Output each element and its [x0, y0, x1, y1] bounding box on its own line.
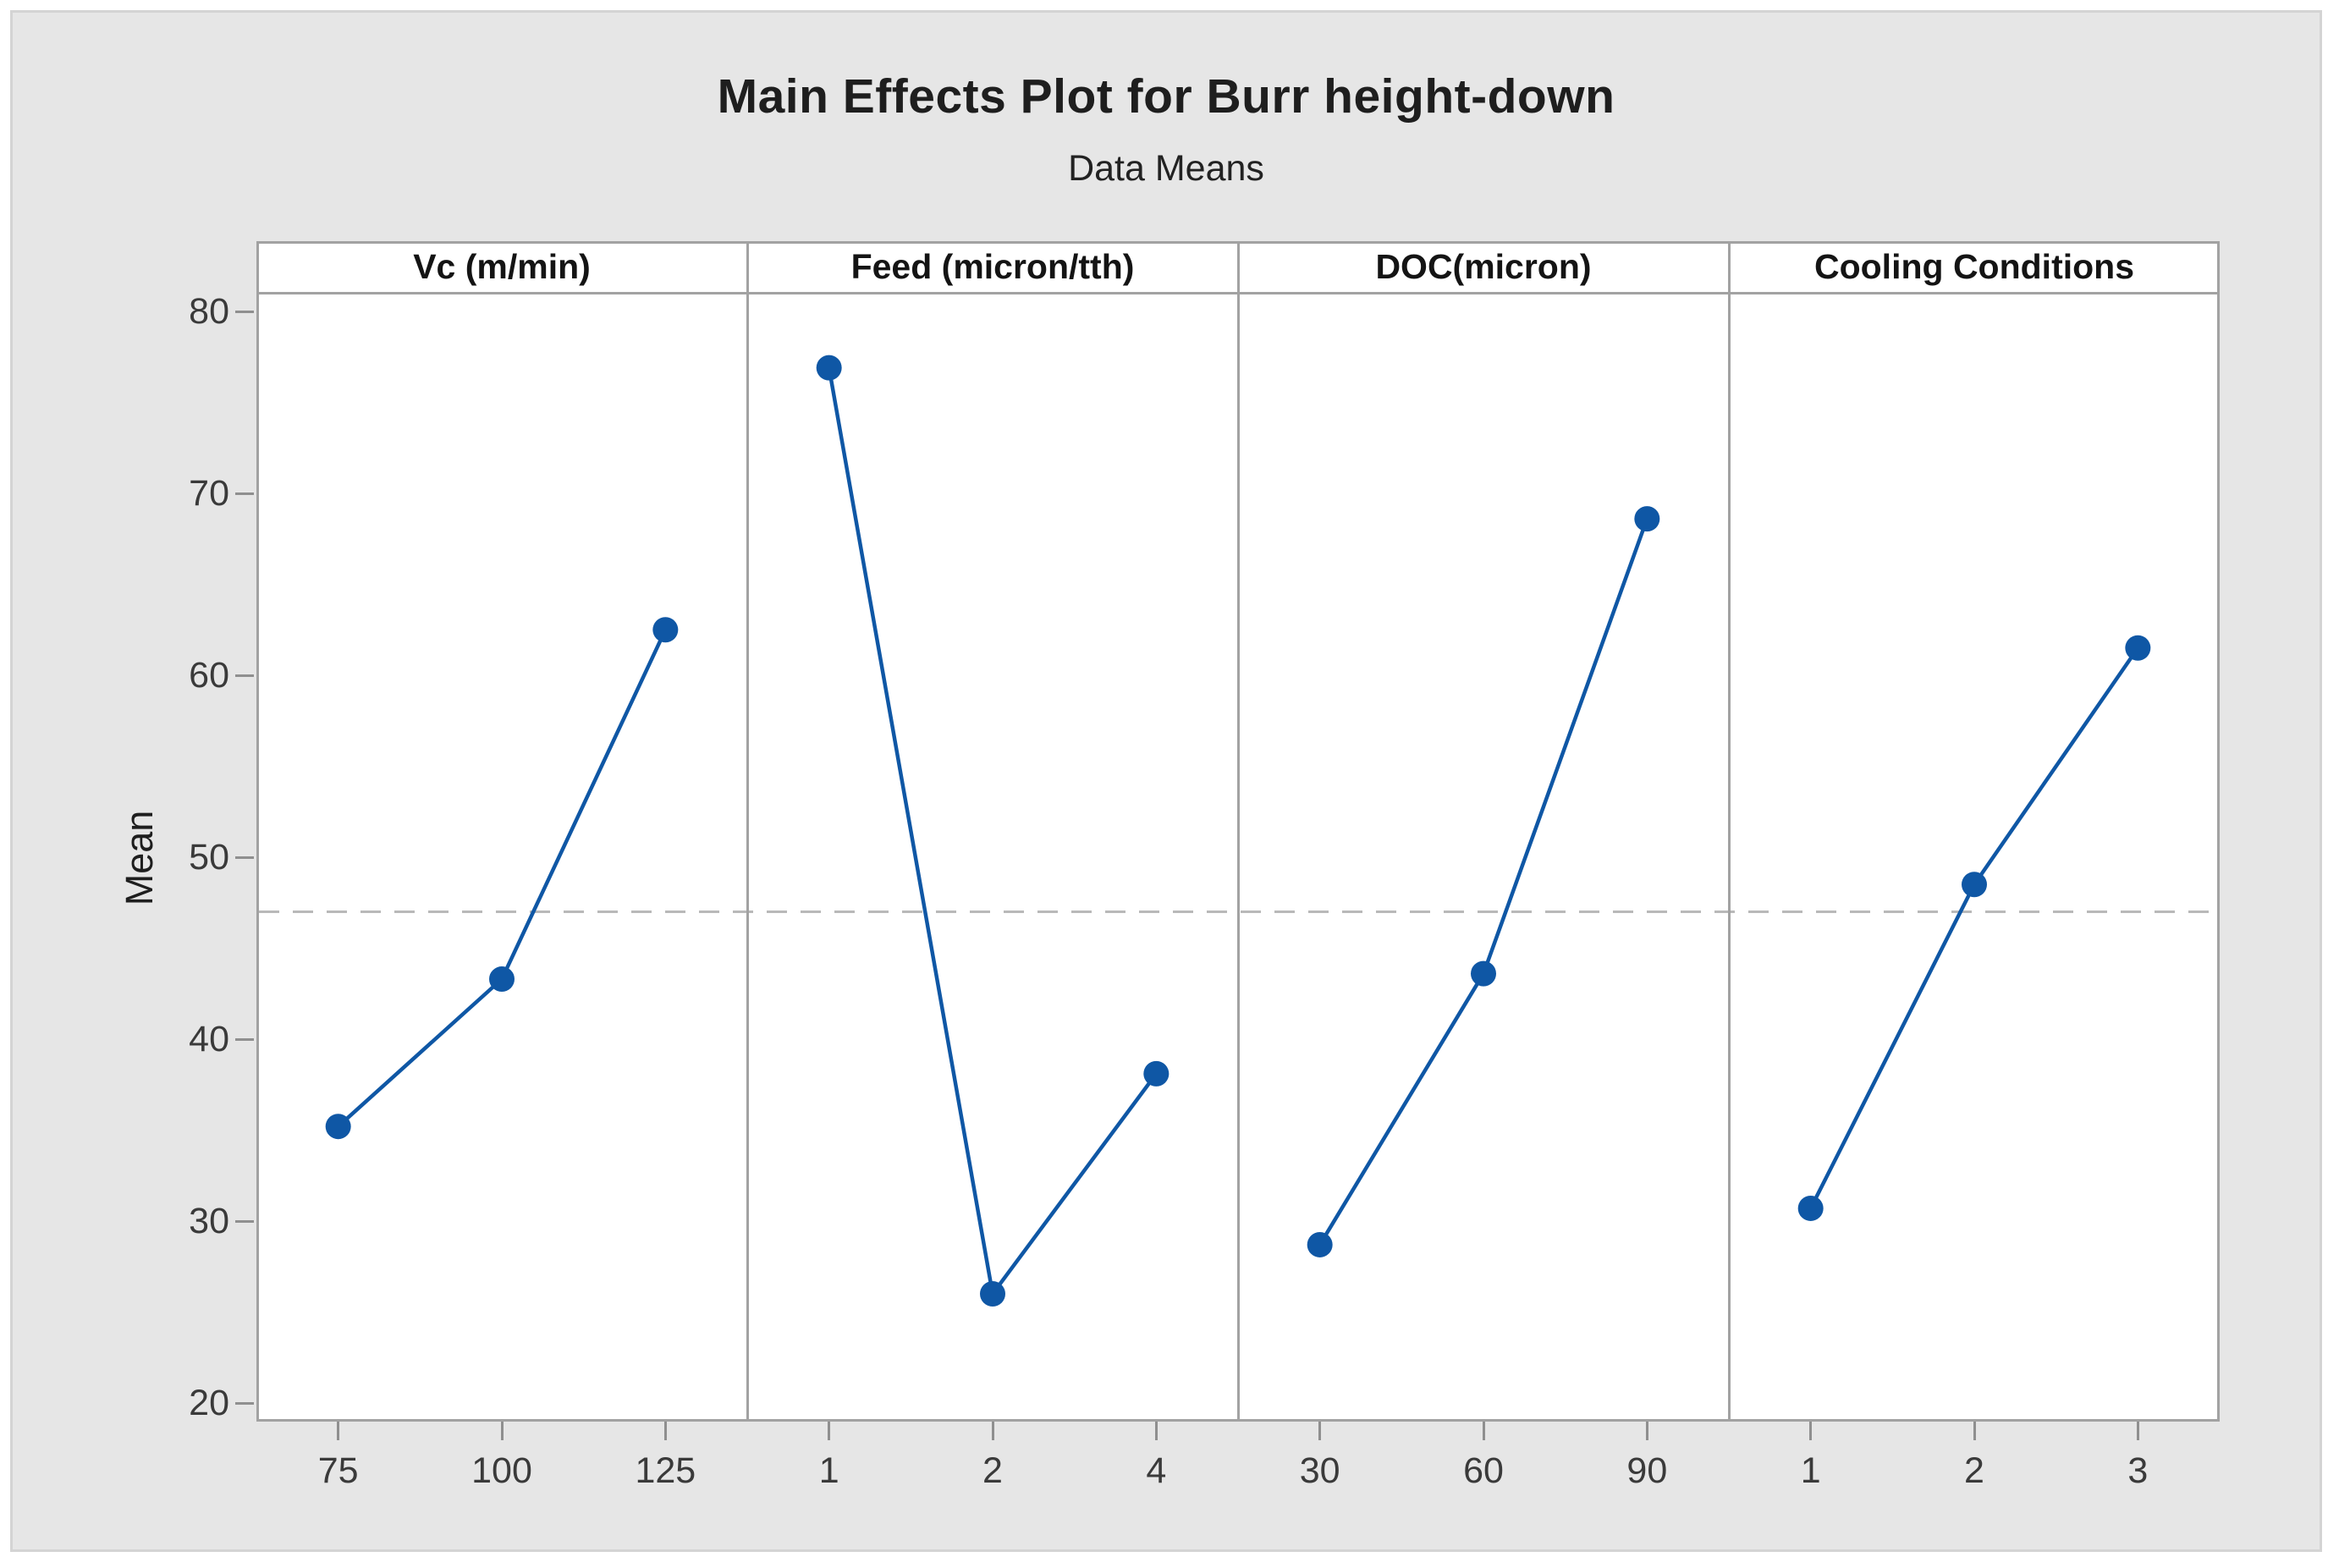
panel-plot-1 — [325, 617, 679, 1140]
data-point-marker — [2125, 635, 2151, 661]
series-line — [1318, 518, 1649, 1246]
y-tick-mark — [235, 674, 254, 677]
y-tick-label: 70 — [189, 473, 229, 514]
x-tick-label: 2 — [982, 1450, 1003, 1491]
x-tick-label: 75 — [317, 1450, 359, 1491]
x-tick-mark — [1318, 1422, 1322, 1440]
y-tick-label: 80 — [189, 291, 229, 332]
x-tick-label: 30 — [1299, 1450, 1340, 1491]
panel-separator — [1727, 241, 1731, 1422]
panel-header-label: DOC(micron) — [1375, 246, 1592, 286]
data-point-marker — [489, 966, 515, 993]
data-point-marker — [1307, 1231, 1333, 1257]
data-point-marker — [1634, 506, 1660, 532]
panel-plot-2 — [816, 355, 1170, 1307]
x-tick-label: 2 — [1964, 1450, 1984, 1491]
y-tick-label: 50 — [189, 837, 229, 878]
y-tick-label: 40 — [189, 1019, 229, 1059]
chart-title: Main Effects Plot for Burr height-down — [717, 69, 1615, 124]
x-tick-label: 125 — [635, 1450, 696, 1491]
data-point-marker — [816, 355, 842, 381]
panel-separator — [1236, 241, 1240, 1422]
series-line — [337, 629, 668, 1128]
panel-separator — [746, 241, 749, 1422]
panel-plot-4 — [1797, 635, 2151, 1221]
data-point-marker — [1471, 960, 1496, 987]
y-tick-mark — [235, 1037, 254, 1041]
y-tick-label: 20 — [189, 1383, 229, 1423]
x-tick-label: 4 — [1146, 1450, 1167, 1491]
x-tick-label: 3 — [2127, 1450, 2149, 1491]
series-line — [827, 367, 1158, 1299]
chart-subtitle: Data Means — [1068, 148, 1264, 189]
y-tick-mark — [235, 1401, 254, 1405]
x-tick-mark — [663, 1422, 667, 1440]
data-point-marker — [980, 1281, 1005, 1307]
x-tick-mark — [991, 1422, 994, 1440]
panel-header-label: Vc (m/min) — [413, 246, 591, 286]
x-tick-mark — [828, 1422, 831, 1440]
x-tick-label: 1 — [1800, 1450, 1821, 1491]
y-tick-mark — [235, 310, 254, 313]
x-tick-label: 100 — [471, 1450, 532, 1491]
y-tick-mark — [235, 492, 254, 495]
data-point-marker — [652, 617, 679, 643]
y-tick-label: 60 — [189, 655, 229, 696]
x-tick-mark — [1973, 1422, 1976, 1440]
y-tick-label: 30 — [189, 1201, 229, 1241]
x-tick-label: 60 — [1463, 1450, 1504, 1491]
y-tick-mark — [235, 1219, 254, 1223]
x-tick-label: 1 — [818, 1450, 839, 1491]
series-line — [1808, 646, 2140, 1209]
panel-header-label: Feed (micron/tth) — [850, 246, 1135, 286]
chart-canvas: Main Effects Plot for Burr height-down D… — [10, 10, 2322, 1552]
panel-plot-3 — [1307, 506, 1660, 1257]
data-point-marker — [1797, 1195, 1824, 1221]
x-tick-mark — [1809, 1422, 1813, 1440]
x-tick-mark — [1154, 1422, 1158, 1440]
x-tick-mark — [2136, 1422, 2139, 1440]
panel-header-label: Cooling Conditions — [1813, 246, 2135, 286]
x-tick-mark — [1645, 1422, 1648, 1440]
y-tick-mark — [235, 856, 254, 859]
data-point-marker — [1962, 872, 1987, 898]
data-point-marker — [325, 1114, 351, 1140]
x-tick-mark — [337, 1422, 340, 1440]
data-point-marker — [1143, 1060, 1170, 1087]
x-tick-mark — [500, 1422, 504, 1440]
x-tick-mark — [1482, 1422, 1485, 1440]
x-tick-label: 90 — [1626, 1450, 1668, 1491]
